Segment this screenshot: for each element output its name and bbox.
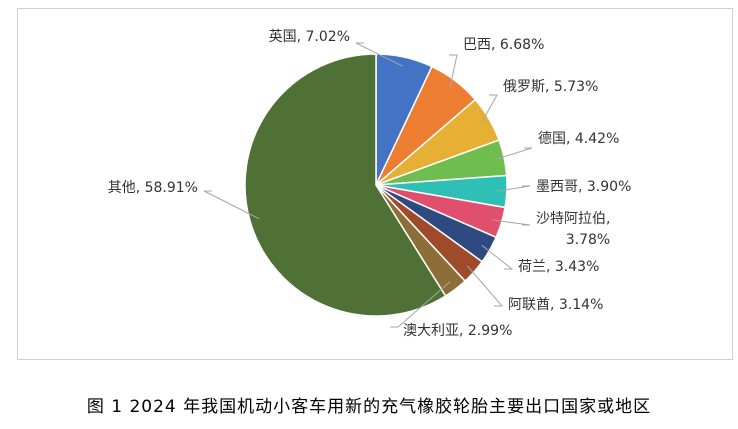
leader-line-3 [494, 147, 533, 160]
leader-line-9 [203, 190, 260, 220]
slice-label-0: 英国, 7.02% [269, 28, 350, 45]
leader-line-0 [355, 42, 403, 67]
slice-label-8: 澳大利亚, 2.99% [403, 323, 512, 339]
leader-line-1 [449, 54, 458, 89]
figure-caption: 图 1 2024 年我国机动小客车用新的充气橡胶轮胎主要出口国家或地区 [86, 397, 652, 417]
pie-slice-9 [244, 53, 447, 317]
slice-label-1: 巴西, 6.68% [463, 37, 544, 53]
leader-line-8 [390, 281, 451, 328]
slice-label-7: 阿联酋, 3.14% [508, 296, 603, 313]
slice-label-2: 俄罗斯, 5.73% [503, 79, 598, 95]
leader-line-7 [466, 265, 504, 307]
leader-line-5 [492, 219, 531, 226]
slice-label-6: 荷兰, 3.43% [518, 259, 599, 275]
slice-label-9: 其他, 58.91% [108, 180, 198, 196]
leader-line-6 [481, 244, 514, 270]
leader-line-4 [497, 185, 531, 192]
slice-label-3: 德国, 4.42% [538, 131, 619, 147]
pie-chart: 英国, 7.02% 巴西, 6.68% 俄罗斯, 5.73% 德国, 4.42% 墨西哥… [108, 28, 632, 339]
slice-label-5: 沙特阿拉伯, 3.78% [536, 211, 610, 248]
chart-frame: 英国, 7.02% 巴西, 6.68% 俄罗斯, 5.73% 德国, 4.42% 墨西哥… [17, 8, 733, 360]
slice-label-4: 墨西哥, 3.90% [536, 179, 631, 195]
leader-line-2 [480, 94, 498, 124]
